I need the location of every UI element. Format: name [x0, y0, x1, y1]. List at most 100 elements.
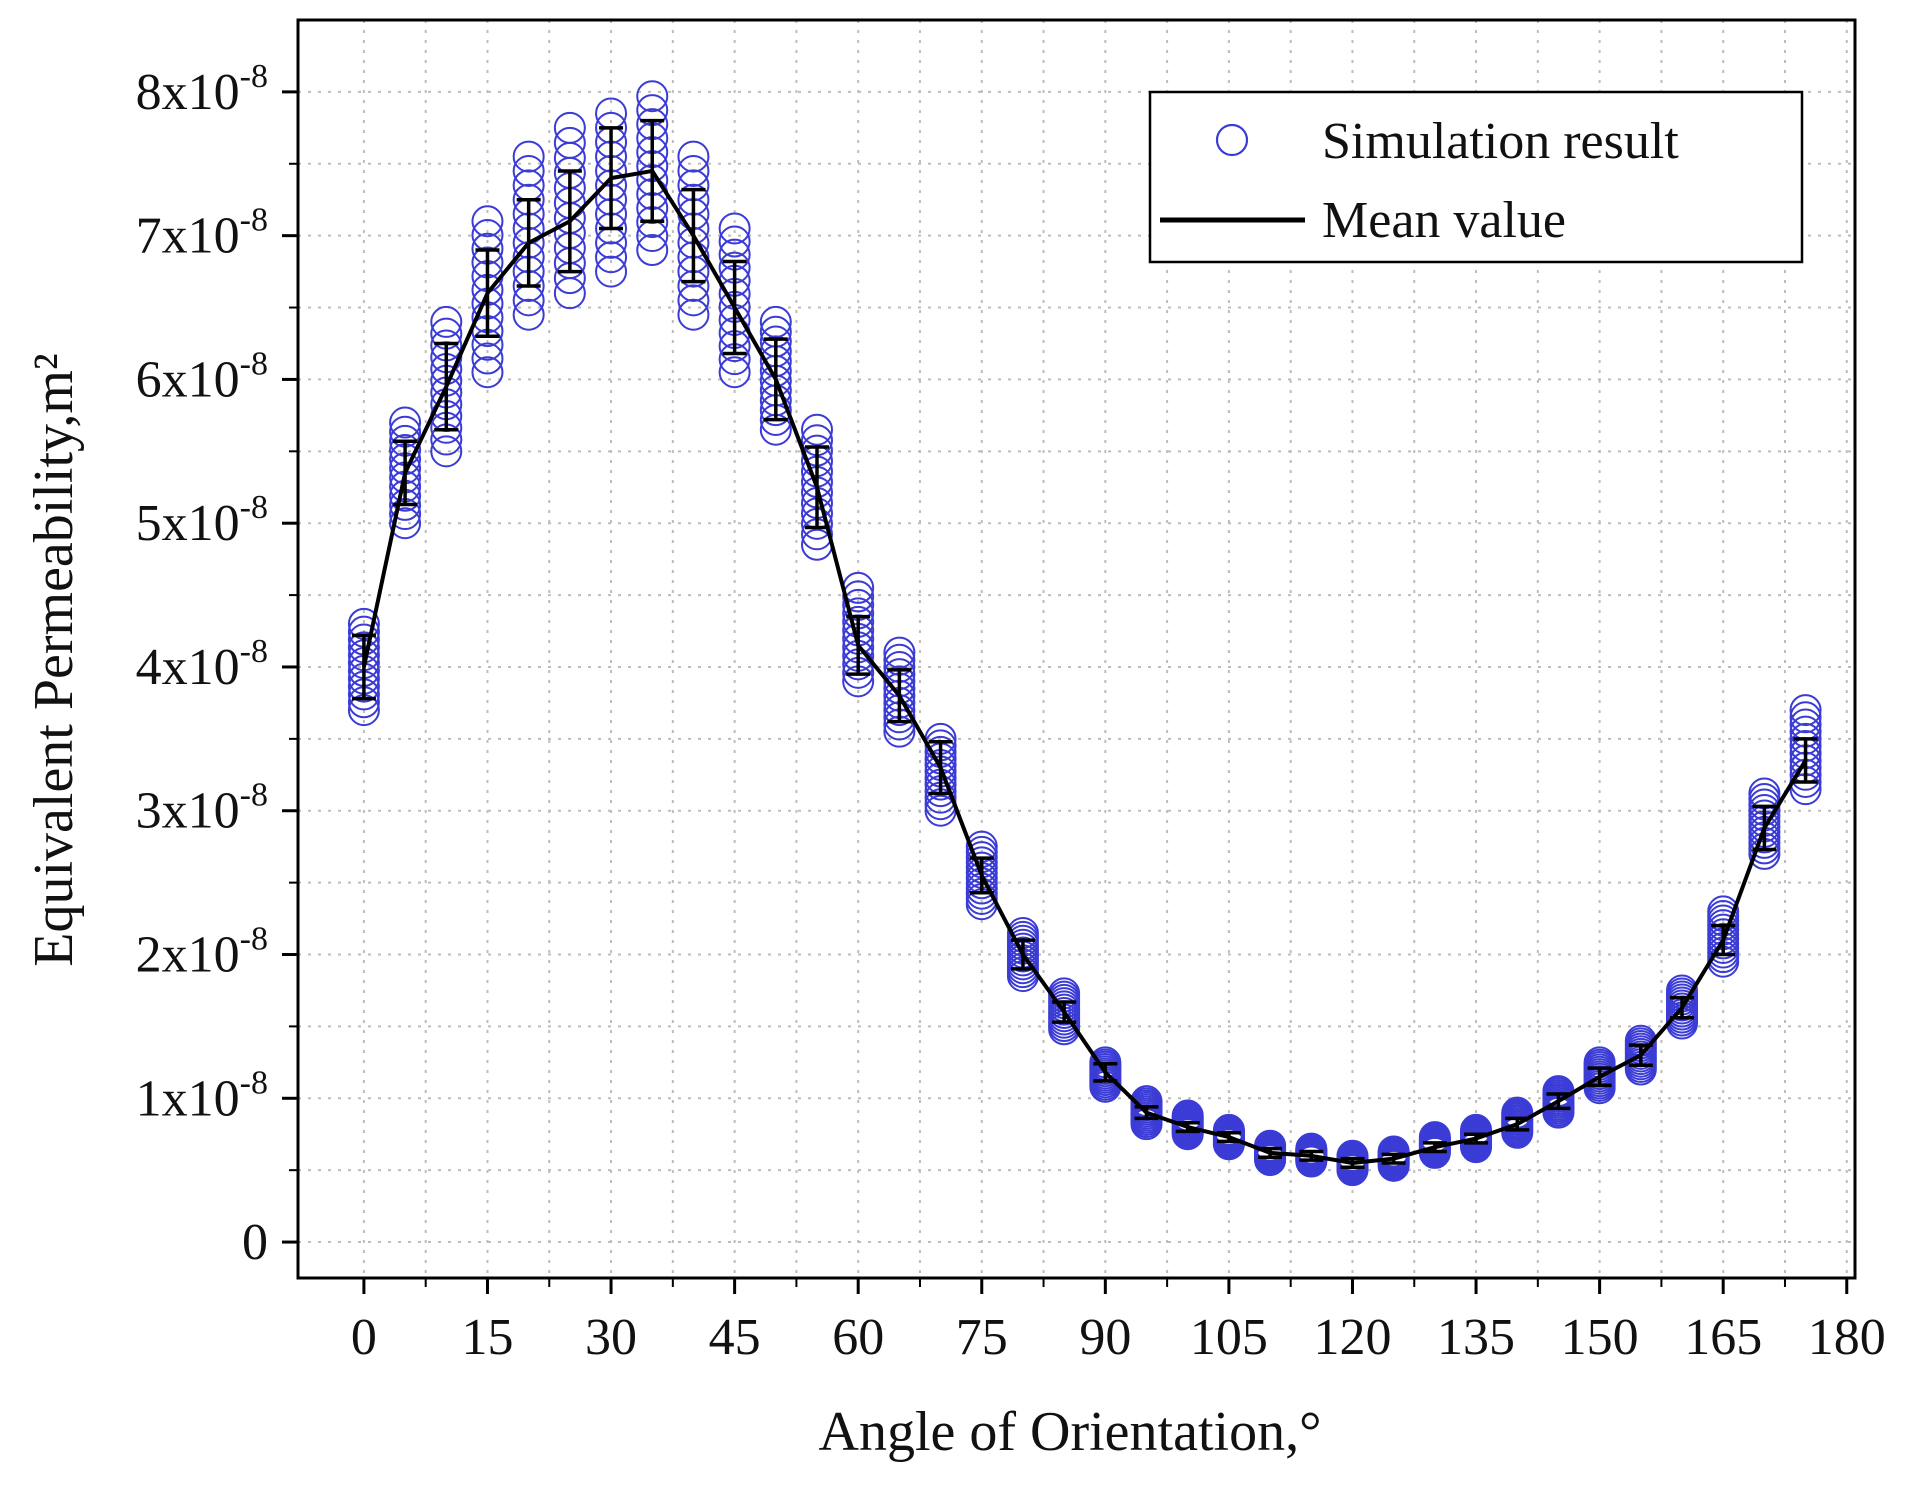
legend-marker-simulation: [1215, 123, 1249, 157]
simulation-point: [677, 298, 710, 331]
error-bar: [1464, 1132, 1489, 1145]
simulation-point: [553, 111, 586, 144]
error-bar: [557, 169, 582, 274]
legend: Simulation result Mean value: [1148, 90, 1804, 264]
simulation-point: [389, 406, 422, 439]
simulation-point: [471, 219, 504, 252]
y-tick-label: 0: [242, 1214, 268, 1271]
x-tick-label: 15: [461, 1309, 513, 1366]
simulation-point: [718, 225, 751, 258]
y-tick-label: 5x10-8: [136, 489, 268, 552]
y-tick-label: 7x10-8: [136, 202, 268, 265]
error-bar: [1793, 737, 1818, 784]
error-bar: [640, 118, 665, 224]
x-axis-title: Angle of Orientation,°: [819, 1401, 1322, 1463]
simulation-point: [471, 342, 504, 375]
simulation-point: [883, 636, 916, 669]
simulation-point: [718, 356, 751, 389]
error-bar: [351, 633, 376, 701]
error-bar: [393, 439, 418, 507]
simulation-point: [1377, 1135, 1410, 1168]
error-bar: [763, 337, 788, 422]
error-bar: [1175, 1120, 1200, 1134]
simulation-point: [595, 241, 628, 274]
x-tick-label: 120: [1313, 1309, 1391, 1366]
simulation-point: [1789, 694, 1822, 727]
x-tick-label: 150: [1561, 1309, 1639, 1366]
plot-frame: [296, 18, 1857, 1280]
error-bar: [1628, 1043, 1653, 1067]
error-bar: [1505, 1116, 1530, 1132]
simulation-point: [1336, 1139, 1369, 1172]
simulation-point: [759, 305, 792, 338]
simulation-point: [718, 212, 751, 245]
simulation-point: [389, 507, 422, 540]
x-tick-label: 180: [1808, 1309, 1886, 1366]
simulation-point: [430, 305, 463, 338]
error-bar: [1299, 1149, 1324, 1162]
mean-value-line: [361, 168, 1808, 1165]
error-bar: [516, 197, 541, 288]
x-tick-label: 75: [956, 1309, 1008, 1366]
error-bar: [599, 126, 624, 231]
error-bar: [1010, 938, 1035, 971]
simulation-point: [595, 255, 628, 288]
x-tick-label: 105: [1190, 1309, 1268, 1366]
simulation-point: [842, 580, 875, 613]
error-bar: [1093, 1062, 1118, 1083]
error-bar: [1587, 1066, 1612, 1088]
x-axis-ticks: 0 15 30 45 60 75 90 105 120 135 150 165 180: [351, 1278, 1886, 1366]
error-bar: [681, 187, 706, 284]
error-bar: [1670, 995, 1694, 1020]
simulation-point: [636, 220, 669, 253]
error-bars: [351, 118, 1818, 1170]
error-bar: [1134, 1105, 1159, 1121]
simulation-point: [1295, 1132, 1328, 1165]
error-bar: [1381, 1152, 1406, 1165]
simulation-point: [677, 284, 710, 317]
x-tick-label: 165: [1684, 1309, 1762, 1366]
simulation-point: [512, 140, 545, 173]
simulation-point: [1212, 1113, 1245, 1146]
error-bar: [434, 341, 459, 432]
x-tick-label: 90: [1079, 1309, 1131, 1366]
legend-box: [1148, 90, 1804, 264]
error-bar: [475, 248, 500, 339]
error-bar: [1340, 1156, 1365, 1170]
legend-label-simulation: Simulation result: [1322, 113, 1679, 170]
error-bar: [1422, 1141, 1447, 1154]
error-bar: [1052, 1000, 1077, 1024]
x-tick-label: 45: [709, 1309, 761, 1366]
error-bar: [1258, 1146, 1283, 1159]
error-bar: [1752, 804, 1777, 852]
simulation-point: [636, 80, 669, 113]
error-bar: [846, 614, 871, 676]
y-tick-label: 4x10-8: [136, 633, 268, 696]
y-tick-label: 8x10-8: [136, 58, 268, 121]
simulation-point: [512, 298, 545, 331]
y-axis-title: Equivalent Permeability,m²: [23, 353, 85, 966]
x-tick-label: 135: [1437, 1309, 1515, 1366]
error-bar: [887, 668, 912, 724]
error-bar: [805, 445, 829, 530]
x-tick-label: 30: [585, 1309, 637, 1366]
legend-label-mean: Mean value: [1322, 192, 1566, 249]
x-tick-label: 0: [351, 1309, 377, 1366]
simulation-point: [471, 356, 504, 389]
y-axis-ticks: 0 1x10-8 2x10-8 3x10-8 4x10-8 5x10-8 6x10-8 7x1…: [136, 58, 298, 1271]
simulation-point: [636, 234, 669, 267]
x-tick-label: 60: [832, 1309, 884, 1366]
simulation-point: [430, 435, 463, 468]
simulation-point: [677, 154, 710, 187]
error-bar: [722, 259, 747, 356]
simulation-point: [553, 126, 586, 159]
simulation-point: [471, 205, 504, 238]
error-bar: [1216, 1131, 1241, 1144]
simulation-point: [801, 413, 833, 446]
y-tick-label: 1x10-8: [136, 1064, 268, 1127]
error-bar: [1546, 1092, 1571, 1111]
mean-line-group: [361, 168, 1808, 1165]
error-bar: [928, 739, 953, 796]
y-tick-label: 3x10-8: [136, 777, 268, 840]
